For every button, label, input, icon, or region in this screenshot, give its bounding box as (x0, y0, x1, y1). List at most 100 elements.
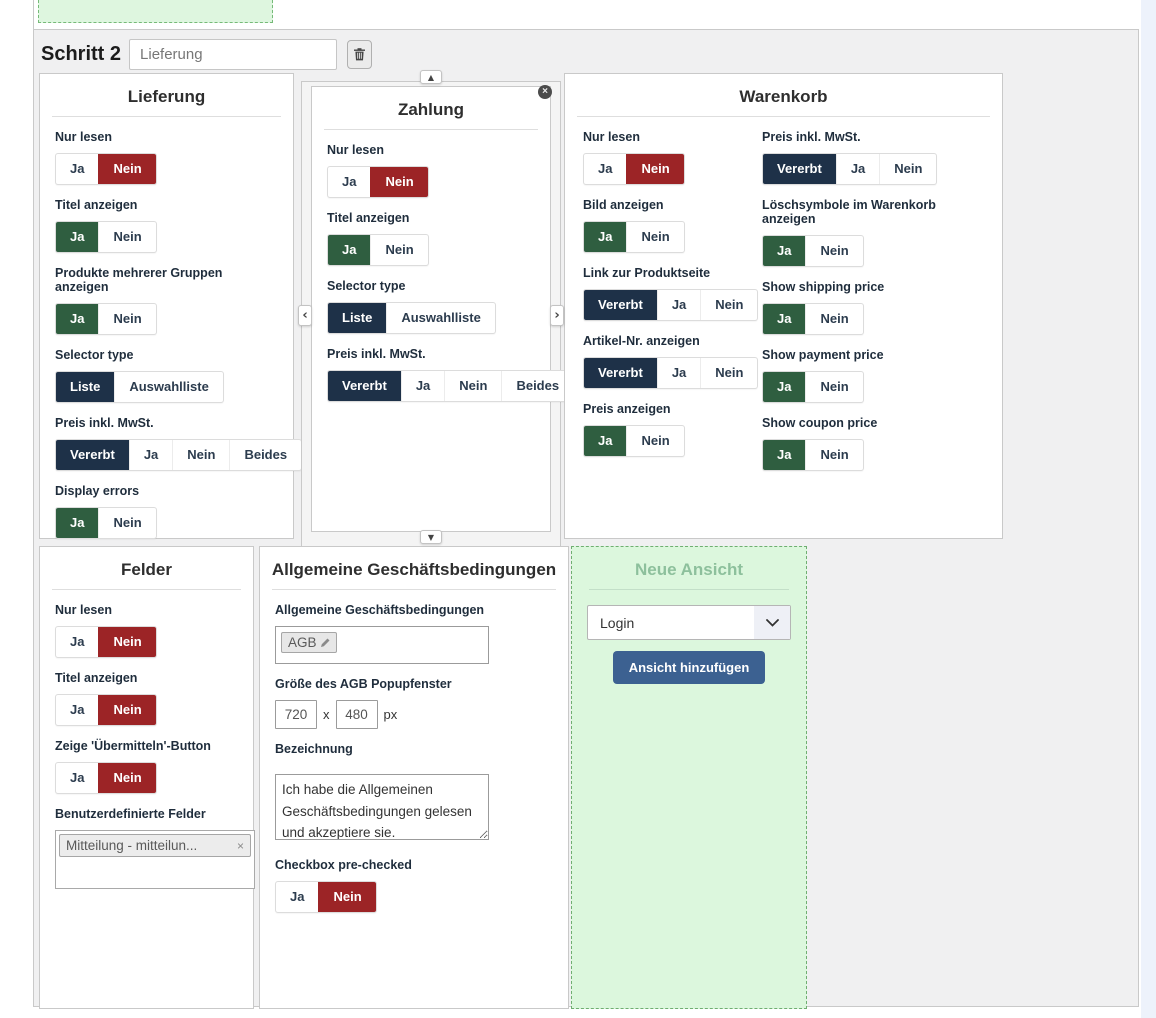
toggle-option[interactable]: Nein (805, 236, 862, 266)
toggle-option[interactable]: Ja (56, 508, 99, 538)
popup-width-input[interactable] (275, 700, 317, 729)
field: Preis inkl. MwSt. Vererbt Ja Nein (762, 130, 984, 185)
unit-label: px (383, 707, 398, 722)
toggle-option[interactable]: Ja (656, 358, 700, 388)
toggle-option[interactable]: Vererbt (328, 371, 401, 401)
toggle-option[interactable]: Ja (70, 702, 85, 717)
toggle-group: Vererbt Ja Nein (583, 357, 759, 389)
toggle-option[interactable]: Nein (626, 222, 683, 252)
terms-tag[interactable]: AGB (281, 632, 337, 653)
move-left-button[interactable]: ‹ (298, 305, 312, 326)
toggle-option[interactable]: Ja (763, 440, 806, 470)
remove-view-button[interactable]: × (538, 85, 552, 99)
popup-height-input[interactable] (335, 700, 378, 729)
toggle-option[interactable]: Nein (805, 304, 862, 334)
toggle-group: Liste Auswahlliste (55, 371, 224, 403)
toggle-option[interactable]: Ja (328, 235, 371, 265)
previous-step-drop-zone (38, 0, 273, 23)
toggle-option[interactable]: Vererbt (763, 154, 836, 184)
toggle-group: Ja Nein (55, 153, 157, 185)
toggle-option[interactable]: Vererbt (584, 290, 657, 320)
field: Preis anzeigen Ja Nein (583, 402, 762, 457)
toggle-option[interactable]: Nein (700, 290, 757, 320)
toggle-option[interactable]: Ja (400, 371, 444, 401)
view-type-select[interactable]: Login (587, 605, 791, 640)
add-view-button[interactable]: Ansicht hinzufügen (612, 651, 766, 684)
custom-fields-field: Benutzerdefinierte Felder Mitteilung - m… (55, 807, 255, 889)
toggle-group: Ja Nein (583, 153, 685, 185)
toggle-option[interactable]: Nein (172, 440, 229, 470)
terms-multiselect[interactable]: AGB (275, 626, 489, 664)
toggle-option[interactable]: Ja (70, 634, 85, 649)
divider (577, 116, 990, 117)
toggle-option[interactable]: Ja (763, 236, 806, 266)
toggle-option[interactable]: Ja (70, 161, 85, 176)
toggle-option[interactable]: Nein (444, 371, 501, 401)
toggle-option[interactable]: Nein (98, 695, 156, 725)
toggle-option[interactable]: Ja (763, 372, 806, 402)
panel-body: Allgemeine Geschäftsbedingungen AGB Größ… (260, 603, 568, 913)
toggle-option[interactable]: Nein (700, 358, 757, 388)
toggle-option[interactable]: Ja (763, 304, 806, 334)
toggle-option[interactable]: Beides (501, 371, 573, 401)
field-label: Produkte mehrerer Gruppen anzeigen (55, 266, 223, 294)
toggle-option[interactable]: Ja (835, 154, 879, 184)
toggle-option[interactable]: Nein (98, 222, 155, 252)
caption-textarea[interactable]: Ich habe die Allgemeinen Geschäftsbeding… (275, 774, 489, 840)
field-label: Show payment price (762, 348, 884, 362)
popup-size-inputs: x px (275, 700, 553, 729)
toggle-group: Ja Nein (762, 371, 864, 403)
toggle-option[interactable]: Ja (56, 304, 99, 334)
toggle-option[interactable]: Ja (70, 770, 85, 785)
toggle-option[interactable]: Nein (805, 372, 862, 402)
custom-fields-multiselect[interactable]: Mitteilung - mitteilun... × (55, 830, 255, 889)
toggle-option[interactable]: Ja (598, 161, 613, 176)
field: Titel anzeigen Ja Nein (55, 198, 278, 253)
toggle-option[interactable]: Liste (56, 372, 115, 402)
trash-icon (353, 47, 366, 61)
field: Show coupon price Ja Nein (762, 416, 984, 471)
toggle-option[interactable]: Nein (98, 304, 155, 334)
toggle-group: Vererbt Ja Nein Beides (327, 370, 575, 402)
field: Show payment price Ja Nein (762, 348, 984, 403)
toggle-option[interactable]: Nein (370, 235, 427, 265)
toggle-option[interactable]: Nein (98, 627, 156, 657)
toggle-option[interactable]: Nein (805, 440, 862, 470)
toggle-option[interactable]: Nein (370, 167, 428, 197)
toggle-option[interactable]: Auswahlliste (114, 372, 222, 402)
panel-zahlung-drag-container[interactable]: ▲ ▼ ‹ › × Zahlung Nur lesen Ja Nein Titel a… (298, 70, 575, 548)
toggle-option[interactable]: Liste (328, 303, 387, 333)
toggle-option[interactable]: Auswahlliste (386, 303, 494, 333)
divider (52, 589, 241, 590)
toggle-option[interactable]: Nein (626, 426, 683, 456)
toggle-option[interactable]: Ja (128, 440, 172, 470)
toggle-option[interactable]: Vererbt (584, 358, 657, 388)
toggle-option[interactable]: Ja (56, 222, 99, 252)
toggle-option[interactable]: Nein (879, 154, 936, 184)
toggle-option[interactable]: Nein (98, 154, 156, 184)
toggle-option[interactable]: Vererbt (56, 440, 129, 470)
toggle-group: Liste Auswahlliste (327, 302, 496, 334)
tag-remove-icon[interactable]: × (236, 838, 244, 853)
toggle-option[interactable]: Nein (98, 763, 156, 793)
toggle-option[interactable]: Ja (290, 889, 305, 904)
step-title: Schritt 2 (41, 42, 122, 65)
toggle-option[interactable]: Beides (229, 440, 301, 470)
toggle-option[interactable]: Ja (656, 290, 700, 320)
move-down-button[interactable]: ▼ (420, 530, 442, 544)
toggle-option[interactable]: Ja (584, 426, 627, 456)
panel-body: Nur lesen Ja Nein Titel anzeigen Ja Nein Zeige… (40, 603, 255, 889)
toggle-option[interactable]: Nein (318, 882, 376, 912)
toggle-option[interactable]: Ja (342, 174, 357, 189)
toggle-option[interactable]: Nein (626, 154, 684, 184)
step-name-input[interactable] (129, 38, 338, 70)
divider (52, 116, 281, 117)
move-up-button[interactable]: ▲ (420, 70, 442, 84)
move-right-button[interactable]: › (550, 305, 564, 326)
toggle-option[interactable]: Ja (584, 222, 627, 252)
field-label: Show shipping price (762, 280, 885, 294)
field-label: Show coupon price (762, 416, 878, 430)
toggle-group: Ja Nein (762, 303, 864, 335)
toggle-option[interactable]: Nein (98, 508, 155, 538)
delete-step-button[interactable] (347, 39, 373, 69)
